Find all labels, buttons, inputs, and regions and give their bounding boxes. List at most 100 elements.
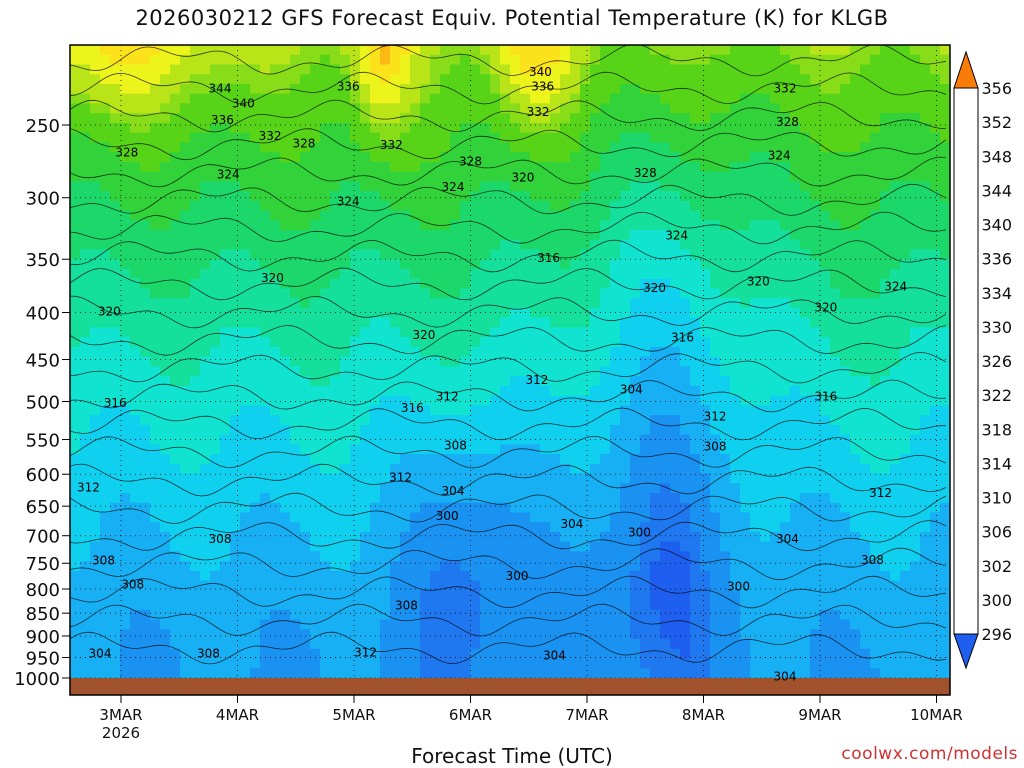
field-cell <box>160 619 171 630</box>
field-cell <box>370 424 381 436</box>
field-cell <box>300 522 311 533</box>
field-cell <box>750 307 761 319</box>
field-cell <box>490 356 501 367</box>
field-cell <box>200 346 211 358</box>
field-cell <box>480 64 491 75</box>
field-cell <box>680 609 691 621</box>
field-cell <box>420 142 431 153</box>
field-cell <box>710 249 721 260</box>
field-cell <box>180 113 191 124</box>
field-cell <box>390 454 401 465</box>
field-cell <box>800 473 811 484</box>
field-cell <box>310 93 321 104</box>
field-cell <box>240 454 251 465</box>
field-cell <box>230 84 241 95</box>
field-cell <box>130 385 141 397</box>
field-cell <box>680 600 691 611</box>
field-cell <box>200 103 211 114</box>
field-cell <box>810 346 821 358</box>
field-cell <box>80 668 91 679</box>
field-cell <box>630 385 641 397</box>
field-cell <box>140 307 151 319</box>
field-cell <box>620 658 631 669</box>
field-cell <box>350 64 361 75</box>
field-cell <box>130 395 141 406</box>
field-cell <box>820 483 831 494</box>
field-cell <box>590 668 601 679</box>
field-cell <box>700 171 711 182</box>
field-cell <box>340 512 351 523</box>
field-cell <box>340 327 351 338</box>
field-cell <box>650 191 661 202</box>
field-cell <box>530 152 541 163</box>
field-cell <box>100 531 111 543</box>
field-cell <box>680 278 691 289</box>
field-cell <box>150 444 161 455</box>
field-cell <box>470 463 481 475</box>
field-cell <box>80 463 91 475</box>
field-cell <box>700 259 711 270</box>
field-cell <box>540 668 551 679</box>
field-cell <box>500 103 511 114</box>
field-cell <box>540 522 551 533</box>
field-cell <box>70 551 81 562</box>
field-cell <box>690 415 701 426</box>
field-cell <box>330 658 341 669</box>
field-cell <box>90 200 101 212</box>
field-cell <box>280 93 291 104</box>
field-cell <box>750 249 761 260</box>
field-cell <box>650 132 661 143</box>
field-cell <box>700 327 711 338</box>
field-cell <box>760 64 771 75</box>
field-cell <box>590 561 601 572</box>
field-cell <box>90 239 101 251</box>
field-cell <box>760 483 771 494</box>
field-cell <box>250 239 261 251</box>
field-cell <box>240 512 251 523</box>
field-cell <box>770 45 781 56</box>
field-cell <box>760 93 771 104</box>
field-cell <box>480 307 491 319</box>
field-cell <box>540 512 551 523</box>
field-cell <box>410 239 421 251</box>
field-cell <box>210 249 221 260</box>
field-cell <box>800 541 811 552</box>
field-cell <box>480 288 491 299</box>
field-cell <box>780 181 791 192</box>
field-cell <box>120 424 131 436</box>
field-cell <box>140 220 151 231</box>
field-cell <box>600 463 611 475</box>
field-cell <box>260 54 271 65</box>
field-cell <box>320 385 331 397</box>
field-cell <box>140 84 151 95</box>
field-cell <box>640 84 651 95</box>
field-cell <box>290 629 301 640</box>
field-cell <box>530 45 541 56</box>
field-cell <box>750 210 761 221</box>
field-cell <box>790 483 801 494</box>
field-cell <box>330 385 341 397</box>
field-cell <box>560 551 571 562</box>
field-cell <box>610 619 621 630</box>
field-cell <box>680 454 691 465</box>
field-cell <box>600 74 611 85</box>
field-cell <box>250 570 261 582</box>
field-cell <box>140 551 151 562</box>
field-cell <box>590 74 601 85</box>
field-cell <box>280 463 291 475</box>
field-cell <box>200 220 211 231</box>
field-cell <box>130 356 141 367</box>
field-cell <box>420 639 431 650</box>
field-cell <box>100 483 111 494</box>
field-cell <box>200 463 211 475</box>
field-cell <box>690 463 701 475</box>
field-cell <box>630 337 641 348</box>
field-cell <box>210 278 221 289</box>
field-cell <box>500 405 511 416</box>
field-cell <box>690 230 701 241</box>
field-cell <box>420 376 431 387</box>
field-cell <box>120 249 131 260</box>
field-cell <box>310 132 321 143</box>
field-cell <box>220 171 231 182</box>
field-cell <box>430 152 441 163</box>
